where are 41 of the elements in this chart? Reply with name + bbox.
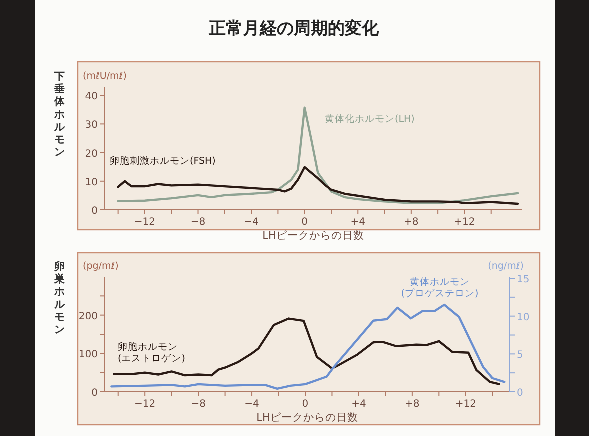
x-tick-label: +12	[455, 399, 476, 410]
y-tick-label: 40	[85, 92, 98, 103]
x-tick-label: +12	[454, 217, 476, 228]
chart-title: 正常月経の周期的変化	[208, 19, 380, 39]
x-tick-label: −4	[244, 399, 260, 410]
line-series	[110, 304, 506, 390]
x-tick-label: 0	[302, 399, 309, 410]
y-axis-title: (mℓU/mℓ)	[83, 71, 127, 82]
y-tick-label: 30	[85, 120, 98, 132]
y-tick-label: 10	[85, 177, 98, 188]
x-tick-label: +4	[350, 217, 366, 228]
line-series	[117, 166, 520, 206]
line-series	[113, 318, 500, 386]
y2-tick-label: 15	[517, 274, 530, 286]
y-tick-label: 20	[85, 148, 98, 160]
x-axis-title: LHピークからの日数	[256, 412, 358, 424]
y-axis-title: (pg/mℓ)	[83, 261, 119, 272]
x-tick-label: −12	[134, 217, 156, 228]
x-tick-label: +4	[352, 399, 366, 410]
series-label: 黄体ホルモン (プロゲステロン)	[401, 276, 479, 300]
y2-tick-label: 10	[517, 312, 530, 324]
x-tick-label: −4	[244, 217, 259, 228]
x-tick-label: −12	[134, 399, 156, 410]
x-tick-label: +8	[404, 217, 419, 228]
y2-tick-label: 5	[517, 350, 524, 362]
text: 卵巣ホルモン	[54, 260, 66, 336]
series-label: 卵胞ホルモン (エストロゲン)	[118, 341, 186, 364]
y2-axis-title: (ng/mℓ)	[488, 261, 524, 272]
x-axis-title: LHピークからの日数	[262, 230, 364, 242]
series-label: 卵胞刺激ホルモン(FSH)	[110, 155, 216, 167]
y-tick-label: 0	[92, 206, 98, 217]
x-tick-label: −8	[190, 217, 206, 228]
y-tick-label: 100	[78, 350, 98, 361]
y-tick-label: 0	[92, 388, 98, 399]
series-label: 黄体化ホルモン(LH)	[325, 113, 415, 125]
x-tick-label: +8	[405, 399, 420, 410]
y-tick-label: 200	[78, 311, 98, 322]
x-tick-label: 0	[302, 217, 308, 228]
x-tick-label: −8	[191, 399, 206, 410]
text: 下垂体ホルモン	[54, 71, 66, 159]
y2-tick-label: 0	[517, 388, 524, 399]
